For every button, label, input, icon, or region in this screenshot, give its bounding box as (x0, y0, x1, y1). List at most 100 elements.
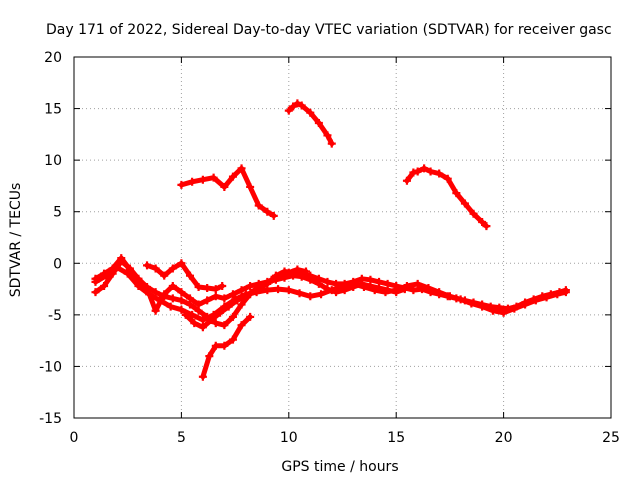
data-point (392, 288, 401, 297)
y-tick-label: -10 (39, 359, 62, 375)
data-point (561, 288, 570, 297)
x-tick-label: 0 (70, 430, 79, 446)
data-point (241, 292, 250, 301)
data-point (413, 167, 422, 176)
data-point (349, 283, 358, 292)
data-point (435, 169, 444, 178)
data-point (100, 269, 109, 278)
data-point (218, 281, 227, 290)
data-point (198, 372, 207, 381)
data-point (166, 302, 175, 311)
data-point (185, 271, 194, 280)
data-point (209, 173, 218, 182)
data-point (435, 288, 444, 297)
data-point (259, 280, 268, 289)
data-point (168, 264, 177, 273)
data-point (151, 264, 160, 273)
data-point (323, 131, 332, 140)
data-point (143, 284, 152, 293)
y-axis-title: SDTVAR / TECUs (8, 183, 24, 298)
data-point (284, 268, 293, 277)
x-axis-title: GPS time / hours (281, 459, 398, 475)
data-point (469, 209, 478, 218)
data-point (327, 139, 336, 148)
data-point (211, 292, 220, 301)
data-point (323, 285, 332, 294)
data-point (246, 182, 255, 191)
data-point (185, 294, 194, 303)
data-point (357, 279, 366, 288)
data-point (269, 211, 278, 220)
data-point (194, 283, 203, 292)
data-point (220, 341, 229, 350)
data-point (143, 261, 152, 270)
data-point (198, 323, 207, 332)
data-point (426, 167, 435, 176)
x-tick-label: 5 (177, 430, 186, 446)
data-point (267, 275, 276, 284)
data-point (228, 172, 237, 181)
chart-title: Day 171 of 2022, Sidereal Day-to-day VTE… (46, 22, 612, 38)
data-point (295, 289, 304, 298)
data-point (246, 281, 255, 290)
series-line-track-d (144, 260, 225, 292)
data-point (177, 296, 186, 305)
data-point (168, 281, 177, 290)
data-point (177, 288, 186, 297)
x-tick-labels: 0 5 10 15 20 25 (70, 430, 620, 446)
data-point (91, 288, 100, 297)
data-point (237, 286, 246, 295)
data-point (293, 265, 302, 274)
data-point (293, 99, 302, 108)
axis-ticks (73, 56, 612, 419)
data-point (190, 319, 199, 328)
data-point (220, 182, 229, 191)
data-point (276, 271, 285, 280)
data-point (177, 305, 186, 314)
data-point (205, 352, 214, 361)
data-point (160, 271, 169, 280)
data-point (375, 284, 384, 293)
series-group (91, 99, 570, 381)
x-tick-label: 20 (495, 430, 513, 446)
series-line-track-g (178, 165, 277, 219)
data-point (301, 267, 310, 276)
data-point (100, 281, 109, 290)
data-point (177, 259, 186, 268)
y-tick-label: -5 (48, 308, 62, 324)
y-tick-label: 20 (44, 50, 62, 66)
data-point (488, 306, 497, 315)
data-point (467, 299, 476, 308)
data-point (452, 189, 461, 198)
data-point (521, 300, 530, 309)
data-point (228, 290, 237, 299)
data-point (420, 164, 429, 173)
data-point (125, 265, 134, 274)
data-point (445, 292, 454, 301)
data-point (482, 222, 491, 231)
x-tick-label: 15 (387, 430, 405, 446)
data-point (207, 316, 216, 325)
data-point (211, 285, 220, 294)
data-point (284, 106, 293, 115)
data-point (460, 199, 469, 208)
data-point (289, 102, 298, 111)
y-tick-label: 10 (44, 153, 62, 169)
data-point (181, 310, 190, 319)
data-point (246, 312, 255, 321)
data-point (456, 295, 465, 304)
data-point (383, 286, 392, 295)
data-point (332, 288, 341, 297)
data-point (542, 293, 551, 302)
x-tick-label: 25 (602, 430, 620, 446)
data-point (198, 316, 207, 325)
data-point (134, 275, 143, 284)
data-point (317, 290, 326, 299)
data-point (400, 285, 409, 294)
data-point (108, 264, 117, 273)
data-point (413, 279, 422, 288)
data-point (297, 272, 306, 281)
y-tick-label: -15 (39, 411, 62, 427)
data-point (499, 308, 508, 317)
